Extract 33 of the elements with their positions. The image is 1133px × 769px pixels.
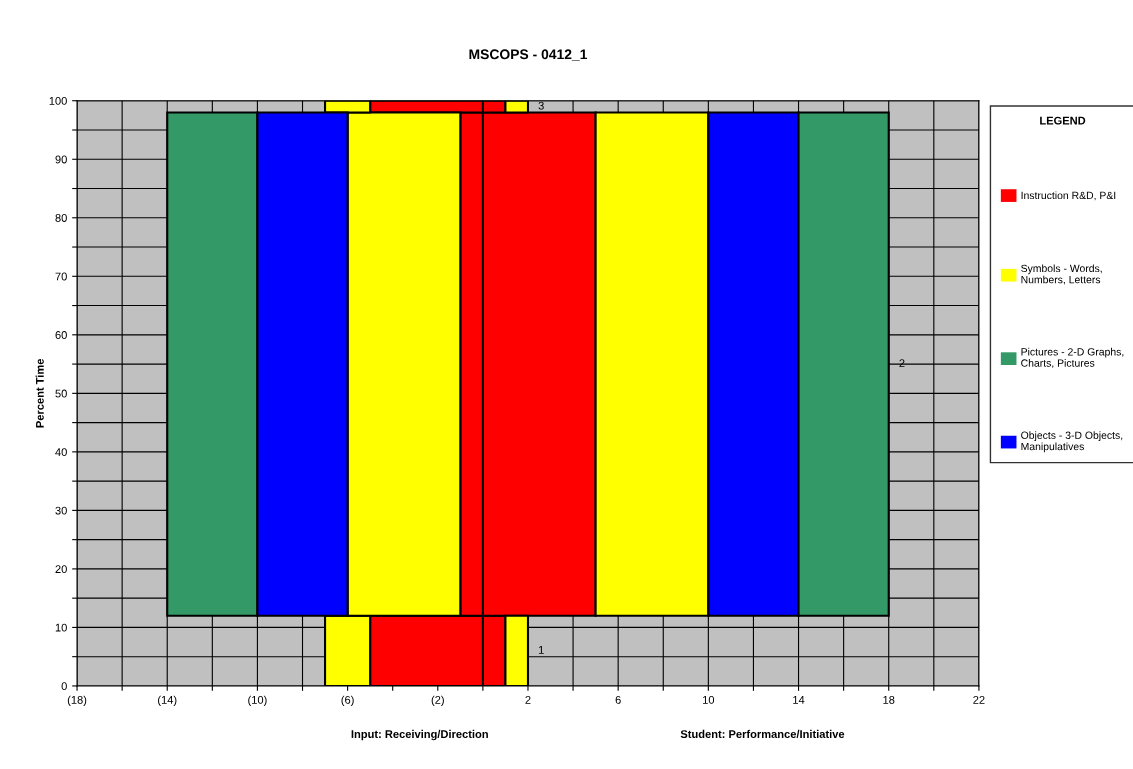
x-tick-label: (14) xyxy=(158,695,177,707)
y-axis-title: Percent Time xyxy=(35,358,44,428)
y-tick-label: 100 xyxy=(49,97,67,105)
x-tick-label: (6) xyxy=(341,695,354,707)
legend-label: Symbols - Words, Numbers, Letters xyxy=(1021,264,1102,285)
x-tick-label: (10) xyxy=(248,695,267,707)
y-tick-label: 20 xyxy=(55,565,67,574)
y-tick-label: 60 xyxy=(55,331,67,339)
annotation: 1 xyxy=(538,646,544,654)
x-tick-label: 18 xyxy=(883,695,895,704)
x-tick-label: 14 xyxy=(793,696,805,704)
y-tick-label: 50 xyxy=(55,389,67,398)
y-tick-label: 10 xyxy=(55,623,67,632)
annotation: 3 xyxy=(538,101,544,110)
y-tick-label: 30 xyxy=(55,506,67,515)
x-tick-label: 22 xyxy=(973,695,985,704)
y-tick-label: 80 xyxy=(55,214,67,222)
x-tick-label: 2 xyxy=(525,695,531,704)
y-tick-label: 0 xyxy=(61,682,67,691)
legend-label: Pictures - 2-D Graphs, Charts, Pictures xyxy=(1021,347,1124,368)
y-tick-label: 70 xyxy=(55,272,67,281)
legend-label: Instruction R&D, P&I xyxy=(1021,191,1116,201)
x-tick-label: (2) xyxy=(431,695,444,707)
x-tick-label: 10 xyxy=(703,695,715,704)
y-tick-label: 90 xyxy=(55,155,67,164)
chart-title: MSCOPS - 0412_1 xyxy=(469,49,588,61)
x-tick-label: (18) xyxy=(67,695,87,707)
text: Student: Performance/Initiative xyxy=(680,729,845,739)
y-tick-label: 40 xyxy=(55,448,67,456)
text: Input: Receiving/Direction xyxy=(351,729,488,741)
legend-title: LEGEND xyxy=(1040,116,1086,125)
x-tick-label: 6 xyxy=(615,695,621,704)
legend-label: Objects - 3-D Objects, Manipulatives xyxy=(1021,431,1123,453)
